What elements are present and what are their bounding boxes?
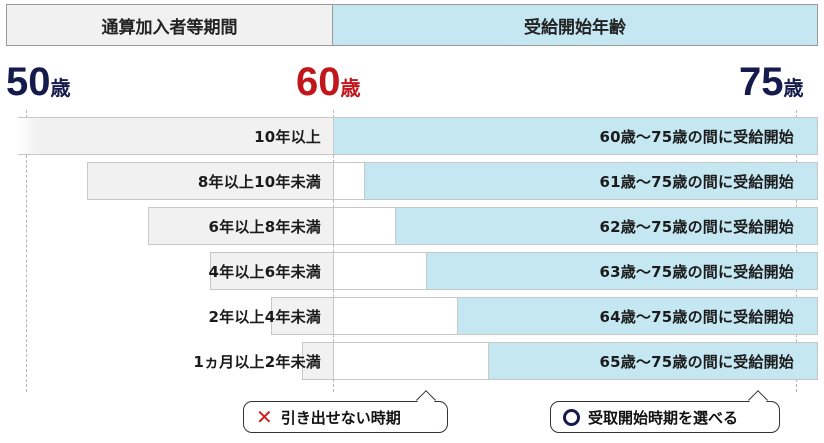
bubble-tail xyxy=(748,390,768,410)
legend-selectable: 受取開始時期を選べる xyxy=(550,390,780,433)
range-label: 62歳～75歳の間に受給開始 xyxy=(599,217,794,236)
period-row: 6年以上8年未満 62歳～75歳の間に受給開始 xyxy=(0,207,824,245)
age-marker-60: 60歳 xyxy=(296,62,361,102)
header-insured-period: 通算加入者等期間 xyxy=(6,4,333,46)
period-row: 10年以上 60歳～75歳の間に受給開始 xyxy=(0,117,824,155)
age-marker-50: 50歳 xyxy=(6,62,71,102)
period-label: 1ヵ月以上2年未満 xyxy=(193,352,321,371)
period-label: 4年以上6年未満 xyxy=(208,262,321,281)
period-bar xyxy=(148,207,333,245)
selectable-bar xyxy=(395,207,818,245)
selectable-bar xyxy=(457,297,818,335)
age-unit: 歳 xyxy=(50,76,71,100)
bubble-tail xyxy=(416,390,436,410)
selectable-bar xyxy=(426,252,818,290)
range-label: 60歳～75歳の間に受給開始 xyxy=(599,127,794,146)
guide-line-50 xyxy=(26,110,27,392)
legend-cannot-withdraw: ✕ 引き出せない時期 xyxy=(243,390,448,433)
period-row: 8年以上10年未満 61歳～75歳の間に受給開始 xyxy=(0,162,824,200)
period-row: 1ヵ月以上2年未満 65歳～75歳の間に受給開始 xyxy=(0,342,824,380)
period-bar xyxy=(87,162,333,200)
legend-selectable-text: 受取開始時期を選べる xyxy=(588,408,739,427)
range-label: 65歳～75歳の間に受給開始 xyxy=(599,352,794,371)
period-row: 4年以上6年未満 63歳～75歳の間に受給開始 xyxy=(0,252,824,290)
guide-line-75 xyxy=(796,110,797,392)
legend-cannot-withdraw-text: 引き出せない時期 xyxy=(280,408,401,427)
unavailable-bar xyxy=(333,207,395,245)
range-label: 61歳～75歳の間に受給開始 xyxy=(599,172,794,191)
age-number: 75 xyxy=(739,60,784,104)
cross-icon: ✕ xyxy=(256,405,273,429)
unavailable-bar xyxy=(333,162,364,200)
selectable-bar xyxy=(333,117,818,155)
circle-icon xyxy=(563,408,580,426)
unavailable-bar xyxy=(333,297,457,335)
unavailable-bar xyxy=(333,252,426,290)
period-bar xyxy=(271,297,333,335)
selectable-bar xyxy=(488,342,818,380)
age-marker-75: 75歳 xyxy=(739,62,804,102)
selectable-bar xyxy=(364,162,818,200)
range-label: 64歳～75歳の間に受給開始 xyxy=(599,307,794,326)
range-label: 63歳～75歳の間に受給開始 xyxy=(599,262,794,281)
header-start-age: 受給開始年齢 xyxy=(333,4,818,46)
guide-line-60 xyxy=(333,110,334,392)
period-label: 2年以上4年未満 xyxy=(208,307,321,326)
period-row: 2年以上4年未満 64歳～75歳の間に受給開始 xyxy=(0,297,824,335)
age-number: 60 xyxy=(296,60,341,104)
period-bar xyxy=(302,342,333,380)
period-bar xyxy=(210,252,333,290)
age-unit: 歳 xyxy=(340,76,361,100)
period-bar xyxy=(18,117,333,155)
age-number: 50 xyxy=(6,60,51,104)
age-unit: 歳 xyxy=(783,76,804,100)
unavailable-bar xyxy=(333,342,488,380)
period-label: 10年以上 xyxy=(254,127,321,146)
period-label: 8年以上10年未満 xyxy=(197,172,321,191)
period-label: 6年以上8年未満 xyxy=(208,217,321,236)
